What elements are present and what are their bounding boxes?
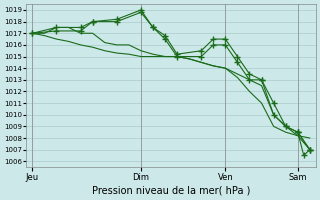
X-axis label: Pression niveau de la mer( hPa ): Pression niveau de la mer( hPa ) [92, 186, 250, 196]
